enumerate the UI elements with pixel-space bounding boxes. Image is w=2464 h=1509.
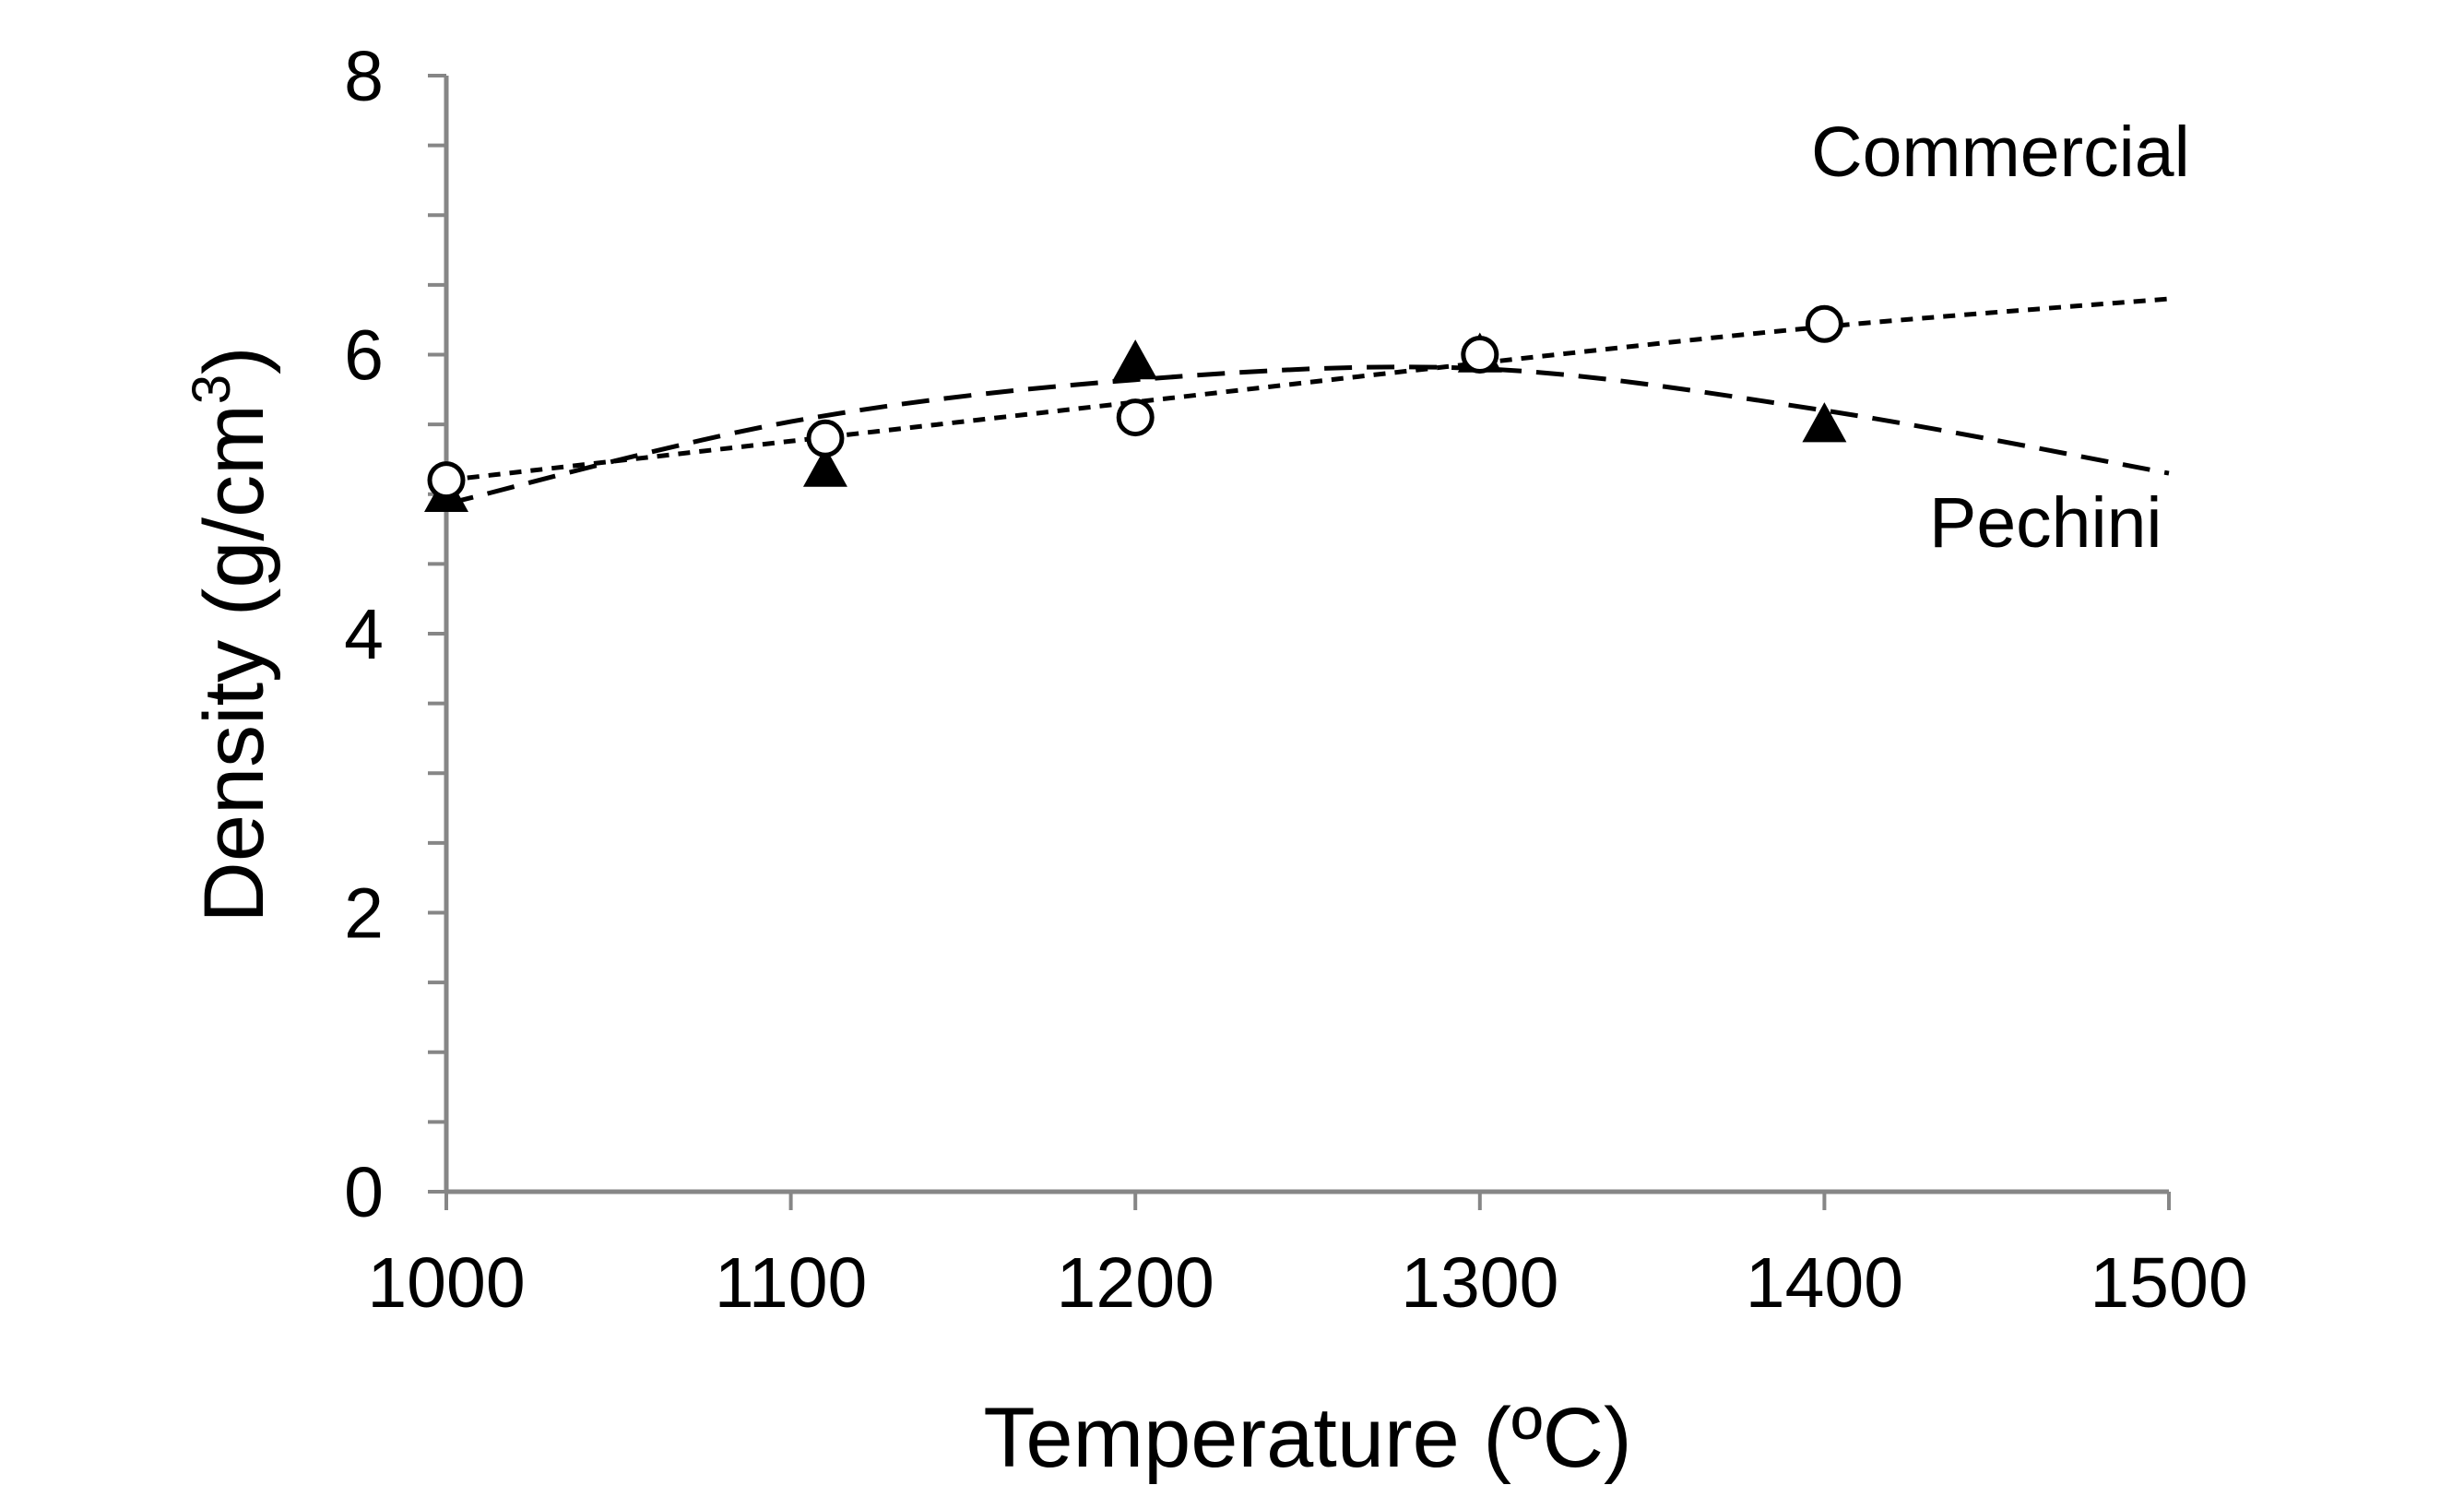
data-markers — [424, 304, 1847, 512]
x-axis-title: Temperature (ºC) — [983, 1391, 1631, 1485]
axes — [428, 74, 2171, 1210]
y-tick-label: 4 — [344, 595, 384, 674]
marker-commercial — [1461, 336, 1499, 374]
x-tick-label: 1200 — [1057, 1243, 1214, 1323]
x-tick-label: 1400 — [1746, 1243, 1903, 1323]
trend-line-commercial — [445, 296, 2170, 483]
x-tick-label: 1300 — [1401, 1243, 1558, 1323]
marker-pechini — [1802, 402, 1847, 443]
y-tick-label: 0 — [344, 1153, 384, 1232]
y-tick-label: 2 — [344, 874, 384, 954]
marker-commercial — [427, 461, 466, 500]
x-tick-label: 1500 — [2090, 1243, 2247, 1323]
x-tick-label: 1100 — [715, 1243, 868, 1323]
marker-pechini — [1113, 339, 1158, 380]
y-tick-label: 8 — [344, 37, 384, 116]
marker-pechini — [802, 446, 847, 487]
marker-commercial — [1805, 304, 1843, 343]
series-label-pechini: Pechini — [1929, 483, 2162, 563]
marker-commercial — [806, 419, 845, 457]
x-tick-label: 1000 — [367, 1243, 525, 1323]
y-axis-title: Density (g/cm3) — [182, 346, 281, 922]
y-axis-title-superscript: 3 — [182, 374, 242, 404]
trend-line-pechini — [445, 364, 2170, 506]
y-tick-label: 6 — [344, 316, 384, 396]
labels: 0 2 4 6 8 1000 1100 1200 1300 1400 1500 Temperature… — [182, 37, 2248, 1485]
series-label-commercial: Commercial — [1811, 113, 2190, 192]
trend-lines — [445, 296, 2170, 506]
y-axis-title-close: ) — [187, 346, 281, 374]
marker-commercial — [1116, 398, 1155, 437]
y-axis-title-main: Density (g/cm — [187, 404, 281, 922]
